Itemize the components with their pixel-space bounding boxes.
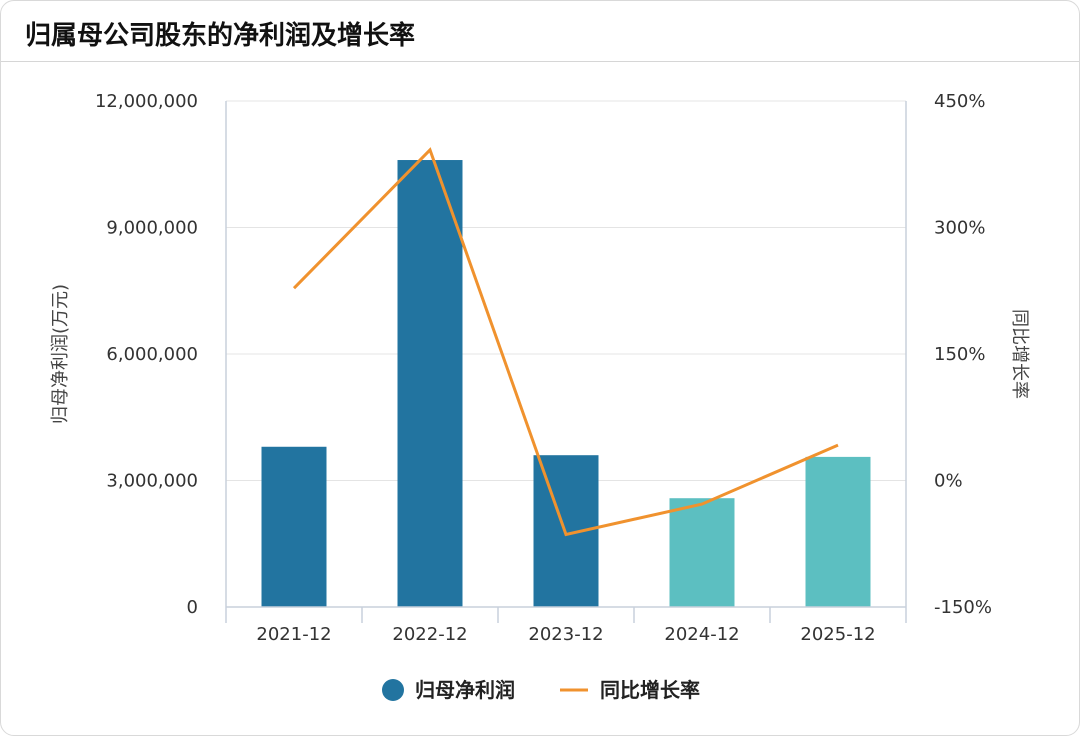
- y-left-tick-label: 3,000,000: [106, 471, 198, 492]
- y-left-tick-label: 6,000,000: [106, 344, 198, 365]
- x-tick-label: 2024-12: [664, 624, 739, 645]
- bar[interactable]: [670, 498, 735, 607]
- legend-bar-marker: [382, 679, 404, 701]
- bar[interactable]: [262, 447, 327, 607]
- y-left-axis-title: 归母净利润(万元): [50, 284, 71, 424]
- y-right-tick-label: -150%: [934, 597, 992, 618]
- bar[interactable]: [806, 457, 871, 607]
- legend-line-label[interactable]: 同比增长率: [600, 678, 700, 702]
- x-tick-label: 2023-12: [528, 624, 603, 645]
- y-right-tick-label: 300%: [934, 218, 985, 239]
- y-left-tick-label: 0: [187, 597, 198, 618]
- y-right-tick-label: 0%: [934, 471, 963, 492]
- legend[interactable]: 归母净利润 同比增长率: [382, 678, 700, 702]
- y-right-tick-label: 150%: [934, 344, 985, 365]
- x-tick-label: 2022-12: [392, 624, 467, 645]
- y-left-tick-label: 9,000,000: [106, 218, 198, 239]
- bar[interactable]: [398, 160, 463, 607]
- legend-bar-label[interactable]: 归母净利润: [415, 678, 515, 702]
- grid-layer: [226, 101, 906, 481]
- y-right-tick-label: 450%: [934, 91, 985, 112]
- x-tick-label: 2021-12: [256, 624, 331, 645]
- y-right-axis-title: 同比增长率: [1009, 309, 1030, 399]
- x-tick-label: 2025-12: [800, 624, 875, 645]
- y-left-tick-label: 12,000,000: [95, 91, 198, 112]
